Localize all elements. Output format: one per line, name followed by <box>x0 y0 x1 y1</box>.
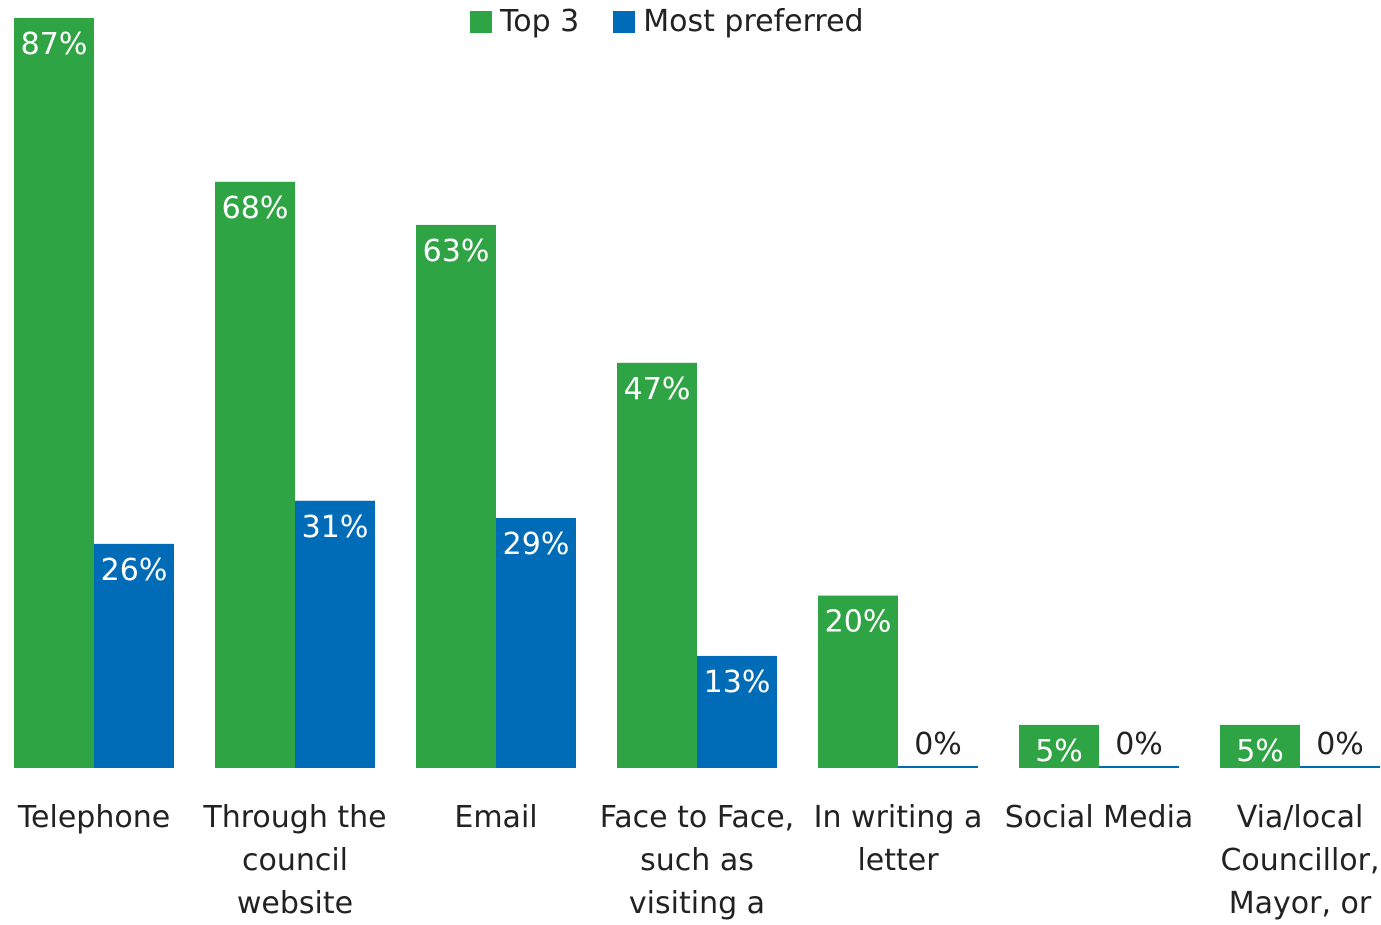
category-label-line: In writing a <box>813 800 983 835</box>
category-label-line: visiting a <box>628 886 766 921</box>
bar-top3-2 <box>416 224 496 768</box>
bar-most-preferred-6 <box>1300 766 1380 768</box>
legend-label-top3: Top 3 <box>500 4 580 39</box>
data-label-top3-3: 47% <box>624 372 691 407</box>
bar-most-preferred-4 <box>898 766 978 768</box>
category-label-line: website <box>236 886 354 921</box>
category-label-line: Councillor, <box>1220 843 1380 878</box>
category-label-line: Face to Face, <box>599 800 795 835</box>
category-label-line: Mayor, or <box>1228 886 1372 921</box>
bar-most-preferred-3 <box>697 655 777 768</box>
bar-top3-4 <box>818 595 898 768</box>
data-label-most-preferred-3: 13% <box>704 665 771 700</box>
legend-swatch-top3 <box>470 10 492 33</box>
category-label-line: Via/local <box>1236 800 1364 835</box>
category-label-5: Social Media <box>999 796 1199 839</box>
data-label-top3-4: 20% <box>825 605 892 640</box>
category-label-line: Social Media <box>1004 800 1194 835</box>
legend-item-top3: Top 3 <box>470 4 579 39</box>
bar-most-preferred-2 <box>496 518 576 768</box>
bar-top3-0 <box>14 18 94 768</box>
data-label-most-preferred-6: 0% <box>1316 727 1364 762</box>
data-label-top3-0: 87% <box>21 27 88 62</box>
data-label-top3-6: 5% <box>1236 734 1284 769</box>
category-label-0: Telephone <box>0 796 194 839</box>
data-label-top3-2: 63% <box>423 234 490 269</box>
legend: Top 3 Most preferred <box>470 4 898 39</box>
data-label-most-preferred-4: 0% <box>914 727 962 762</box>
data-label-most-preferred-0: 26% <box>101 553 168 588</box>
bar-top3-3 <box>617 362 697 768</box>
category-label-2: Email <box>396 796 596 839</box>
data-label-most-preferred-1: 31% <box>302 510 369 545</box>
category-label-line: Email <box>454 800 538 835</box>
bar-most-preferred-0 <box>94 543 174 768</box>
bar-top3-5 <box>1019 724 1099 768</box>
category-label-6: Via/local Councillor, Mayor, or <box>1200 796 1381 925</box>
legend-label-most-preferred: Most preferred <box>643 4 864 39</box>
data-label-most-preferred-2: 29% <box>503 527 570 562</box>
category-label-line: Telephone <box>17 800 171 835</box>
legend-item-most-preferred: Most preferred <box>613 4 864 39</box>
category-label-line: letter <box>857 843 939 878</box>
category-label-4: In writing a letter <box>798 796 998 882</box>
bar-most-preferred-5 <box>1099 766 1179 768</box>
bar-most-preferred-1 <box>295 500 375 768</box>
category-label-line: such as <box>640 843 754 878</box>
category-label-3: Face to Face, such as visiting a <box>597 796 797 925</box>
category-label-line: council <box>241 843 349 878</box>
data-label-most-preferred-5: 0% <box>1115 727 1163 762</box>
bar-top3-1 <box>215 181 295 769</box>
category-label-line: Through the <box>203 800 387 835</box>
category-label-1: Through the council website <box>195 796 395 925</box>
bar-top3-6 <box>1220 724 1300 768</box>
legend-swatch-most-preferred <box>613 10 636 33</box>
data-label-top3-5: 5% <box>1035 734 1083 769</box>
data-label-top3-1: 68% <box>222 191 289 226</box>
